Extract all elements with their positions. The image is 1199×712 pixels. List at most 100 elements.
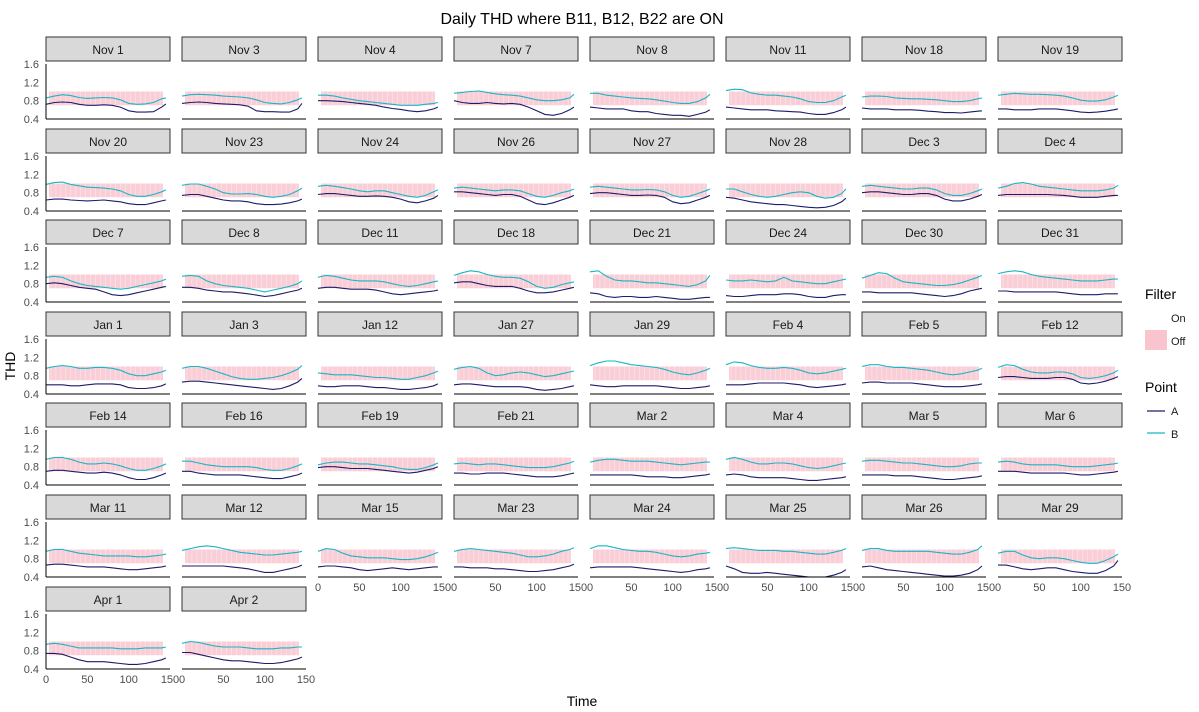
facet-strip xyxy=(45,494,171,520)
filter-off-band xyxy=(729,366,843,381)
x-tick-label: 100 xyxy=(255,674,273,686)
series-b-line xyxy=(181,183,303,198)
legend-filter-off-label: Off xyxy=(1171,336,1186,348)
facet-panel: Feb 4 xyxy=(725,311,851,395)
facet-strip-label: Mar 15 xyxy=(361,501,399,515)
series-b-line xyxy=(725,361,847,375)
x-tick-label: 50 xyxy=(489,582,501,594)
y-tick-label: 1.2 xyxy=(24,169,39,181)
facet-strip xyxy=(589,402,715,428)
series-b-line xyxy=(589,185,711,198)
y-tick-label: 0.8 xyxy=(24,371,39,383)
facet-strip-label: Mar 29 xyxy=(1041,501,1079,515)
y-tick-label: 1.6 xyxy=(24,517,39,529)
series-a-line xyxy=(454,472,575,478)
series-a-line xyxy=(317,193,439,204)
facet-panel: Nov 1 0.4 0.8 1.2 1.6 xyxy=(24,36,171,126)
filter-off-band xyxy=(1001,91,1115,106)
x-tick-label: 100 xyxy=(935,582,953,594)
series-b-line xyxy=(589,360,711,376)
facet-strip xyxy=(997,311,1123,337)
facet-strip xyxy=(181,128,307,154)
facet-strip xyxy=(45,586,171,612)
facet-strip-label: Nov 4 xyxy=(364,43,396,57)
facet-panel: Dec 3 xyxy=(861,128,987,212)
y-tick-label: 1.6 xyxy=(24,151,39,163)
series-b-line xyxy=(45,181,167,197)
x-tick-label: 150 xyxy=(569,582,587,594)
facet-strip-label: Nov 11 xyxy=(769,43,806,57)
filter-off-band xyxy=(185,366,299,381)
series-b-line xyxy=(997,364,1119,379)
series-a-line xyxy=(454,563,575,573)
facet-strip xyxy=(861,311,987,337)
facet-strip xyxy=(181,402,307,428)
x-tick-label: 0 xyxy=(723,582,729,594)
series-a-line xyxy=(862,474,983,481)
facet-strip-label: Jan 27 xyxy=(498,318,534,332)
facet-strip-label: Dec 30 xyxy=(905,226,943,240)
series-a-line xyxy=(318,100,439,113)
x-tick-label: 0 xyxy=(179,674,185,686)
series-b-line xyxy=(318,94,439,106)
series-a-line xyxy=(317,286,439,296)
facet-strip-label: Nov 7 xyxy=(500,43,532,57)
facet-strip xyxy=(453,494,579,520)
filter-off-band xyxy=(49,366,163,381)
y-tick-label: 0.4 xyxy=(24,572,39,584)
x-tick-label: 0 xyxy=(315,582,321,594)
series-b-line xyxy=(181,640,302,650)
series-b-line xyxy=(181,545,303,556)
series-b-line xyxy=(45,94,167,105)
series-a-line xyxy=(317,466,439,474)
filter-off-band xyxy=(593,91,707,106)
x-axis-title: Time xyxy=(567,693,598,709)
facet-strip-label: Mar 11 xyxy=(90,501,127,515)
facet-strip-label: Feb 12 xyxy=(1041,318,1079,332)
facet-panel: Dec 30 xyxy=(861,219,987,303)
facet-strip xyxy=(861,128,987,154)
facet-panel: Dec 7 0.4 0.8 1.2 1.6 xyxy=(24,219,171,309)
chart-title: Daily THD where B11, B12, B22 are ON xyxy=(440,11,723,28)
facet-strip xyxy=(453,36,579,62)
series-a-line xyxy=(725,293,846,298)
series-a-line xyxy=(182,651,303,665)
facet-strip xyxy=(997,219,1123,245)
series-a-line xyxy=(998,470,1119,476)
facet-strip xyxy=(181,219,307,245)
series-a-line xyxy=(589,106,711,117)
filter-off-band xyxy=(185,457,299,472)
series-a-line xyxy=(725,473,847,481)
series-a-line xyxy=(181,101,303,113)
facet-panel: Jan 12 xyxy=(317,311,443,395)
facet-strip-label: Jan 29 xyxy=(634,318,670,332)
facet-strip-label: Apr 1 xyxy=(94,593,123,607)
series-a-line xyxy=(861,107,982,114)
facet-panel: Mar 24 0 50 100 150 xyxy=(587,494,723,594)
x-tick-label: 100 xyxy=(119,674,137,686)
x-tick-label: 100 xyxy=(1071,582,1089,594)
facet-strip-label: Feb 19 xyxy=(361,409,399,423)
series-a-line xyxy=(998,560,1119,574)
facet-strip xyxy=(317,219,443,245)
series-a-line xyxy=(998,108,1119,114)
x-tick-label: 50 xyxy=(353,582,365,594)
series-a-line xyxy=(45,101,167,113)
series-b-line xyxy=(997,182,1119,192)
facet-strip xyxy=(861,36,987,62)
facet-strip xyxy=(997,128,1123,154)
series-b-line xyxy=(453,90,575,102)
y-tick-label: 1.2 xyxy=(24,627,39,639)
filter-off-band xyxy=(729,183,843,198)
facet-strip xyxy=(997,494,1123,520)
x-tick-label: 100 xyxy=(663,582,681,594)
series-b-line xyxy=(861,545,983,555)
series-b-line xyxy=(317,184,439,198)
filter-off-band xyxy=(1001,183,1115,198)
facet-strip-label: Dec 31 xyxy=(1041,226,1079,240)
facet-strip xyxy=(589,219,715,245)
x-tick-label: 0 xyxy=(587,582,593,594)
series-a-line xyxy=(861,565,983,577)
y-axis-title: THD xyxy=(2,352,18,381)
filter-off-band xyxy=(729,549,843,564)
